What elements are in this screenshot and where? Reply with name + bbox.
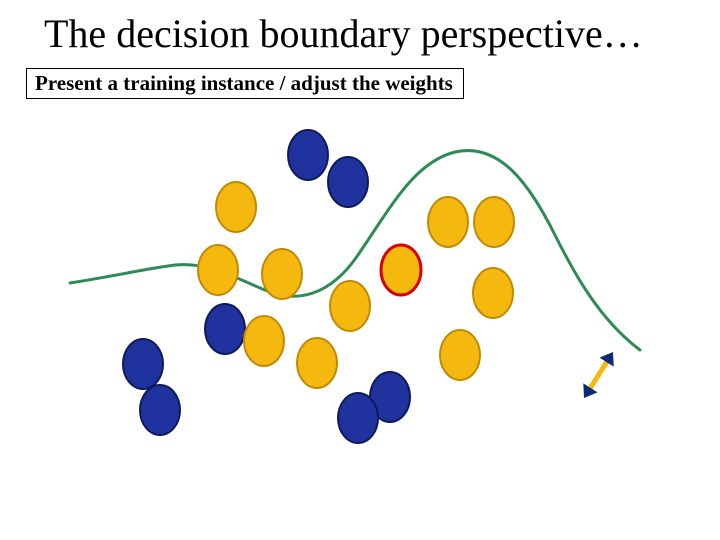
data-point-blue: [338, 393, 378, 443]
data-point-highlighted: [381, 245, 421, 295]
diagram-canvas: [0, 0, 720, 540]
data-point-yellow: [428, 197, 468, 247]
data-point-yellow: [473, 268, 513, 318]
data-point-blue: [328, 157, 368, 207]
data-point-yellow: [262, 249, 302, 299]
data-point-blue: [140, 385, 180, 435]
data-point-yellow: [244, 316, 284, 366]
data-point-blue: [123, 339, 163, 389]
data-point-yellow: [440, 330, 480, 380]
data-point-yellow: [474, 197, 514, 247]
data-point-yellow: [330, 281, 370, 331]
data-point-yellow: [216, 182, 256, 232]
data-point-blue: [288, 130, 328, 180]
data-point-yellow: [198, 245, 238, 295]
data-point-yellow: [297, 338, 337, 388]
data-point-blue: [205, 304, 245, 354]
adjust-arrow-shaft: [590, 361, 607, 389]
